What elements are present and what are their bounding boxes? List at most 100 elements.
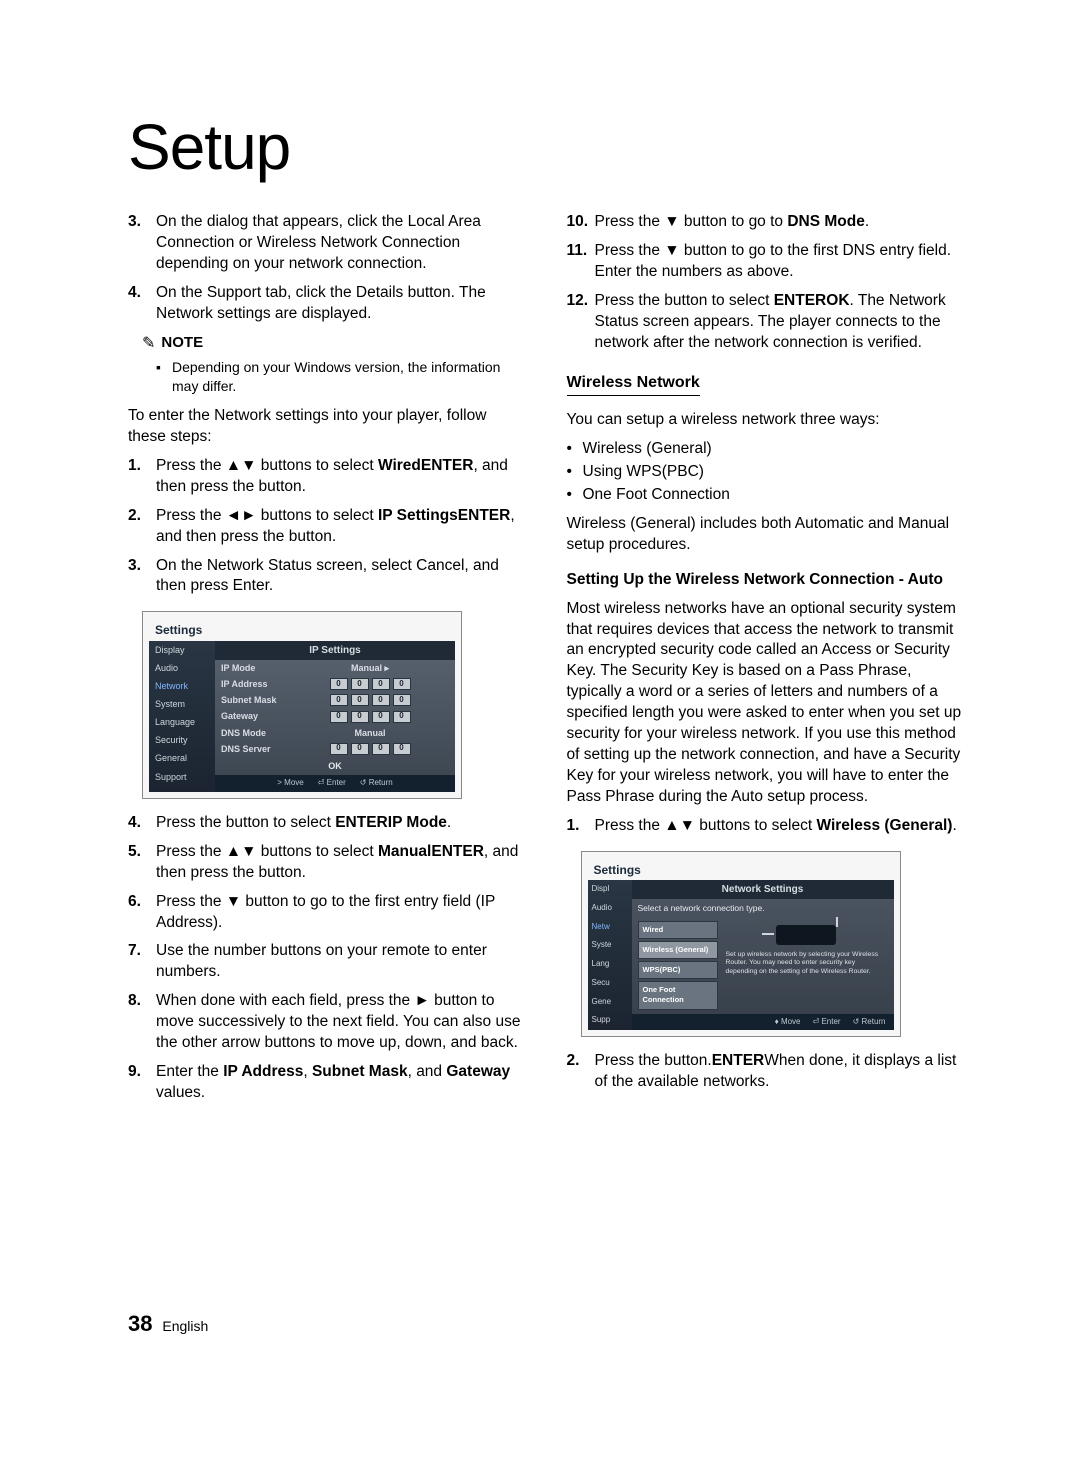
ip-cell: 0 bbox=[393, 711, 411, 723]
network-option: Wireless (General) bbox=[638, 941, 718, 959]
step-number: 9. bbox=[128, 1062, 156, 1104]
ip-cell: 0 bbox=[372, 743, 390, 755]
settings-row: Gateway0000 bbox=[215, 708, 455, 724]
step-number: 6. bbox=[128, 892, 156, 934]
ip-cell: 0 bbox=[330, 694, 348, 706]
note-label: NOTE bbox=[161, 333, 203, 353]
note-icon: ✎ bbox=[142, 333, 155, 355]
auto-setup-para: Most wireless networks have an optional … bbox=[567, 599, 966, 808]
list-item: 8.When done with each field, press the ►… bbox=[128, 991, 527, 1054]
step-number: 4. bbox=[128, 283, 156, 325]
left-column: 3.On the dialog that appears, click the … bbox=[128, 212, 527, 1112]
paragraph: To enter the Network settings into your … bbox=[128, 406, 527, 448]
footer-hint: ♦ Move bbox=[775, 1017, 801, 1028]
step-number: 3. bbox=[128, 556, 156, 598]
ss2-footer: ♦ Move⏎ Enter↺ Return bbox=[632, 1014, 894, 1031]
step-text: Press the ▼ button to go to the first DN… bbox=[595, 241, 966, 283]
settings-value: Manual ▸ bbox=[291, 662, 449, 674]
sidebar-item: Syste bbox=[588, 936, 632, 955]
bullet-icon: • bbox=[567, 462, 583, 483]
step-text: When done with each field, press the ► b… bbox=[156, 991, 527, 1054]
step-number: 12. bbox=[567, 291, 595, 354]
ss2-options: WiredWireless (General)WPS(PBC)One Foot … bbox=[638, 921, 718, 1010]
step-text: Press the ▲▼ buttons to select Wireless … bbox=[595, 816, 966, 837]
page-language: English bbox=[162, 1318, 208, 1334]
settings-row: Subnet Mask0000 bbox=[215, 692, 455, 708]
network-option: One Foot Connection bbox=[638, 981, 718, 1009]
list-item-label: Using WPS(PBC) bbox=[583, 462, 704, 483]
ip-cell: 0 bbox=[330, 678, 348, 690]
ss2-sidebar: DisplAudioNetwSysteLangSecuGeneSupp bbox=[588, 880, 632, 1030]
ss2-description: Set up wireless network by selecting you… bbox=[724, 951, 888, 976]
list-item: 2.Press the button.ENTERWhen done, it di… bbox=[567, 1051, 966, 1093]
list-item-label: One Foot Connection bbox=[583, 485, 730, 506]
step-number: 10. bbox=[567, 212, 595, 233]
sidebar-item: Secu bbox=[588, 974, 632, 993]
list-item: 4.On the Support tab, click the Details … bbox=[128, 283, 527, 325]
ip-cell: 0 bbox=[351, 694, 369, 706]
step-text: On the dialog that appears, click the Lo… bbox=[156, 212, 527, 275]
settings-value: Manual bbox=[291, 727, 449, 739]
sidebar-item: Gene bbox=[588, 993, 632, 1012]
bullet-icon: • bbox=[567, 485, 583, 506]
page-title: Setup bbox=[128, 110, 965, 184]
ip-cell: 0 bbox=[330, 743, 348, 755]
sidebar-item: Lang bbox=[588, 955, 632, 974]
ss1-window-title: Settings bbox=[149, 618, 455, 640]
ip-cell: 0 bbox=[330, 711, 348, 723]
settings-label: Gateway bbox=[221, 710, 291, 722]
ss1-ok: OK bbox=[215, 757, 455, 775]
page-footer: 38 English bbox=[128, 1311, 208, 1337]
list-item: 7.Use the number buttons on your remote … bbox=[128, 941, 527, 983]
ip-cells: 0000 bbox=[291, 694, 449, 706]
footer-hint: ↺ Return bbox=[360, 778, 393, 789]
bullet-icon: • bbox=[567, 439, 583, 460]
settings-label: DNS Mode bbox=[221, 727, 291, 739]
note-text: Depending on your Windows version, the i… bbox=[172, 358, 527, 396]
bullet-icon: ▪ bbox=[156, 358, 172, 396]
step-text: Press the ▲▼ buttons to select WiredENTE… bbox=[156, 456, 527, 498]
ip-cells: 0000 bbox=[291, 711, 449, 723]
step-text: Press the ▼ button to go to DNS Mode. bbox=[595, 212, 966, 233]
list-item: 1.Press the ▲▼ buttons to select Wireles… bbox=[567, 816, 966, 837]
sidebar-item: Network bbox=[149, 677, 215, 695]
ip-cell: 0 bbox=[351, 743, 369, 755]
router-icon bbox=[776, 925, 836, 945]
ss2-header: Network Settings bbox=[632, 880, 894, 900]
step-text: Press the ◄► buttons to select IP Settin… bbox=[156, 506, 527, 548]
step-text: Press the ▼ button to go to the first en… bbox=[156, 892, 527, 934]
sidebar-item: Language bbox=[149, 713, 215, 731]
ss1-header: IP Settings bbox=[215, 641, 455, 661]
sidebar-item: Support bbox=[149, 768, 215, 786]
footer-hint: ↺ Return bbox=[853, 1017, 886, 1028]
settings-label: IP Address bbox=[221, 678, 291, 690]
sidebar-item: Display bbox=[149, 641, 215, 659]
ip-cells: 0000 bbox=[291, 678, 449, 690]
step-number: 3. bbox=[128, 212, 156, 275]
settings-label: Subnet Mask bbox=[221, 694, 291, 706]
network-settings-screenshot: Settings DisplAudioNetwSysteLangSecuGene… bbox=[581, 851, 901, 1038]
footer-hint: ⏎ Enter bbox=[318, 778, 346, 789]
step-number: 2. bbox=[128, 506, 156, 548]
list-item: 5.Press the ▲▼ buttons to select ManualE… bbox=[128, 842, 527, 884]
list-item: 4.Press the button to select ENTERIP Mod… bbox=[128, 813, 527, 834]
ss2-window-title: Settings bbox=[588, 858, 894, 880]
sidebar-item: General bbox=[149, 749, 215, 767]
step-number: 5. bbox=[128, 842, 156, 884]
wireless-intro: You can setup a wireless network three w… bbox=[567, 410, 966, 431]
sidebar-item: Audio bbox=[149, 659, 215, 677]
settings-label: IP Mode bbox=[221, 662, 291, 674]
sidebar-item: Supp bbox=[588, 1011, 632, 1030]
step-number: 4. bbox=[128, 813, 156, 834]
step-text: Enter the IP Address, Subnet Mask, and G… bbox=[156, 1062, 527, 1104]
step-text: Use the number buttons on your remote to… bbox=[156, 941, 527, 983]
step-number: 7. bbox=[128, 941, 156, 983]
sidebar-item: Netw bbox=[588, 918, 632, 937]
ss1-footer: > Move⏎ Enter↺ Return bbox=[215, 775, 455, 792]
list-item: •One Foot Connection bbox=[567, 485, 966, 506]
ss1-sidebar: DisplayAudioNetworkSystemLanguageSecurit… bbox=[149, 641, 215, 792]
ip-cell: 0 bbox=[393, 678, 411, 690]
step-text: Press the ▲▼ buttons to select ManualENT… bbox=[156, 842, 527, 884]
ip-cell: 0 bbox=[372, 678, 390, 690]
ip-cells: 0000 bbox=[291, 743, 449, 755]
